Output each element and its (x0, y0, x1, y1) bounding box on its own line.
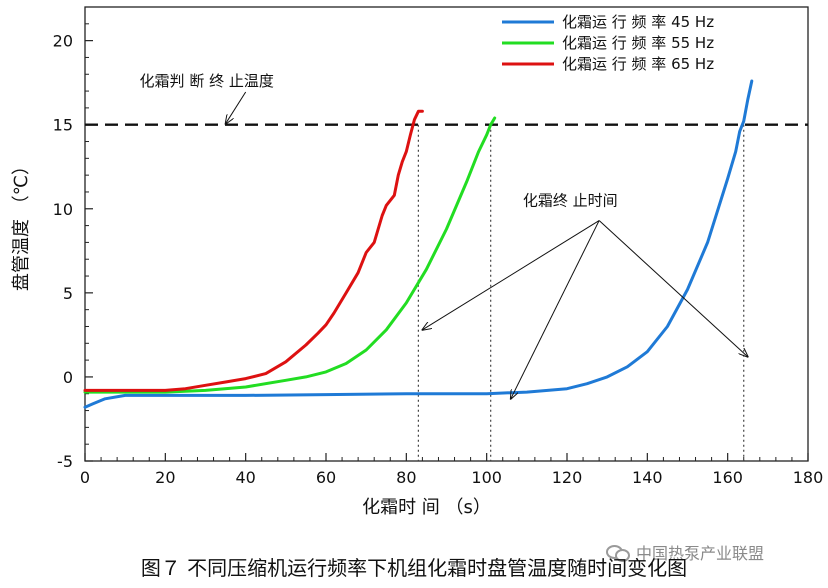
end-time-arrow-1 (422, 220, 600, 330)
axis-titles: 化霜时 间 （s） 盘管温度 （℃） (11, 157, 491, 518)
figure-caption: 图７ 不同压缩机运行频率下机组化霜时盘管温度随时间变化图 (140, 556, 688, 580)
series-line-3 (83, 109, 424, 392)
plot-frame (84, 6, 809, 462)
y-tick-label: 15 (53, 116, 73, 135)
series-line-1 (83, 79, 754, 409)
legend-label-2: 化霜运 行 频 率 55 Hz (562, 34, 714, 52)
end-time-arrow-2 (511, 220, 600, 399)
wechat-icon (606, 544, 630, 562)
x-tick-label: 180 (793, 468, 824, 487)
x-tick-label: 20 (155, 468, 175, 487)
x-tick-label: 0 (80, 468, 90, 487)
y-tick-label: -5 (57, 452, 73, 471)
end-marker-lines (417, 124, 745, 461)
legend-label-1: 化霜运 行 频 率 45 Hz (562, 13, 714, 31)
axis-tick-labels: 0 20 40 60 80 100 120 140 160 180 -5 0 5 10 15 20 (53, 32, 824, 487)
end-time-label: 化霜终 止时间 (523, 191, 618, 209)
x-axis-title: 化霜时 间 （s） (362, 497, 491, 518)
legend: 化霜运 行 频 率 45 Hz 化霜运 行 频 率 55 Hz 化霜运 行 频 率 … (502, 13, 714, 73)
y-axis-title: 盘管温度 （℃） (11, 157, 32, 291)
end-time-arrow-3 (598, 220, 748, 357)
x-tick-label: 160 (712, 468, 743, 487)
y-tick-label: 20 (53, 32, 73, 51)
x-tick-label: 40 (235, 468, 255, 487)
x-tick-label: 60 (316, 468, 336, 487)
watermark: 中国热泵产业联盟 (606, 540, 764, 564)
y-tick-label: 10 (53, 200, 73, 219)
threshold-label: 化霜判 断 终 止温度 (140, 72, 274, 90)
x-tick-label: 100 (471, 468, 502, 487)
axis-ticks (84, 6, 809, 462)
series-lines (83, 79, 754, 409)
y-tick-label: 5 (63, 284, 73, 303)
plot-border (84, 6, 809, 462)
x-tick-label: 80 (396, 468, 416, 487)
y-tick-label: 0 (63, 368, 73, 387)
threshold-arrow (226, 91, 247, 124)
x-tick-label: 140 (632, 468, 663, 487)
watermark-text: 中国热泵产业联盟 (636, 544, 765, 563)
x-tick-label: 120 (552, 468, 583, 487)
legend-label-3: 化霜运 行 频 率 65 Hz (562, 55, 714, 73)
series-line-2 (83, 116, 497, 394)
